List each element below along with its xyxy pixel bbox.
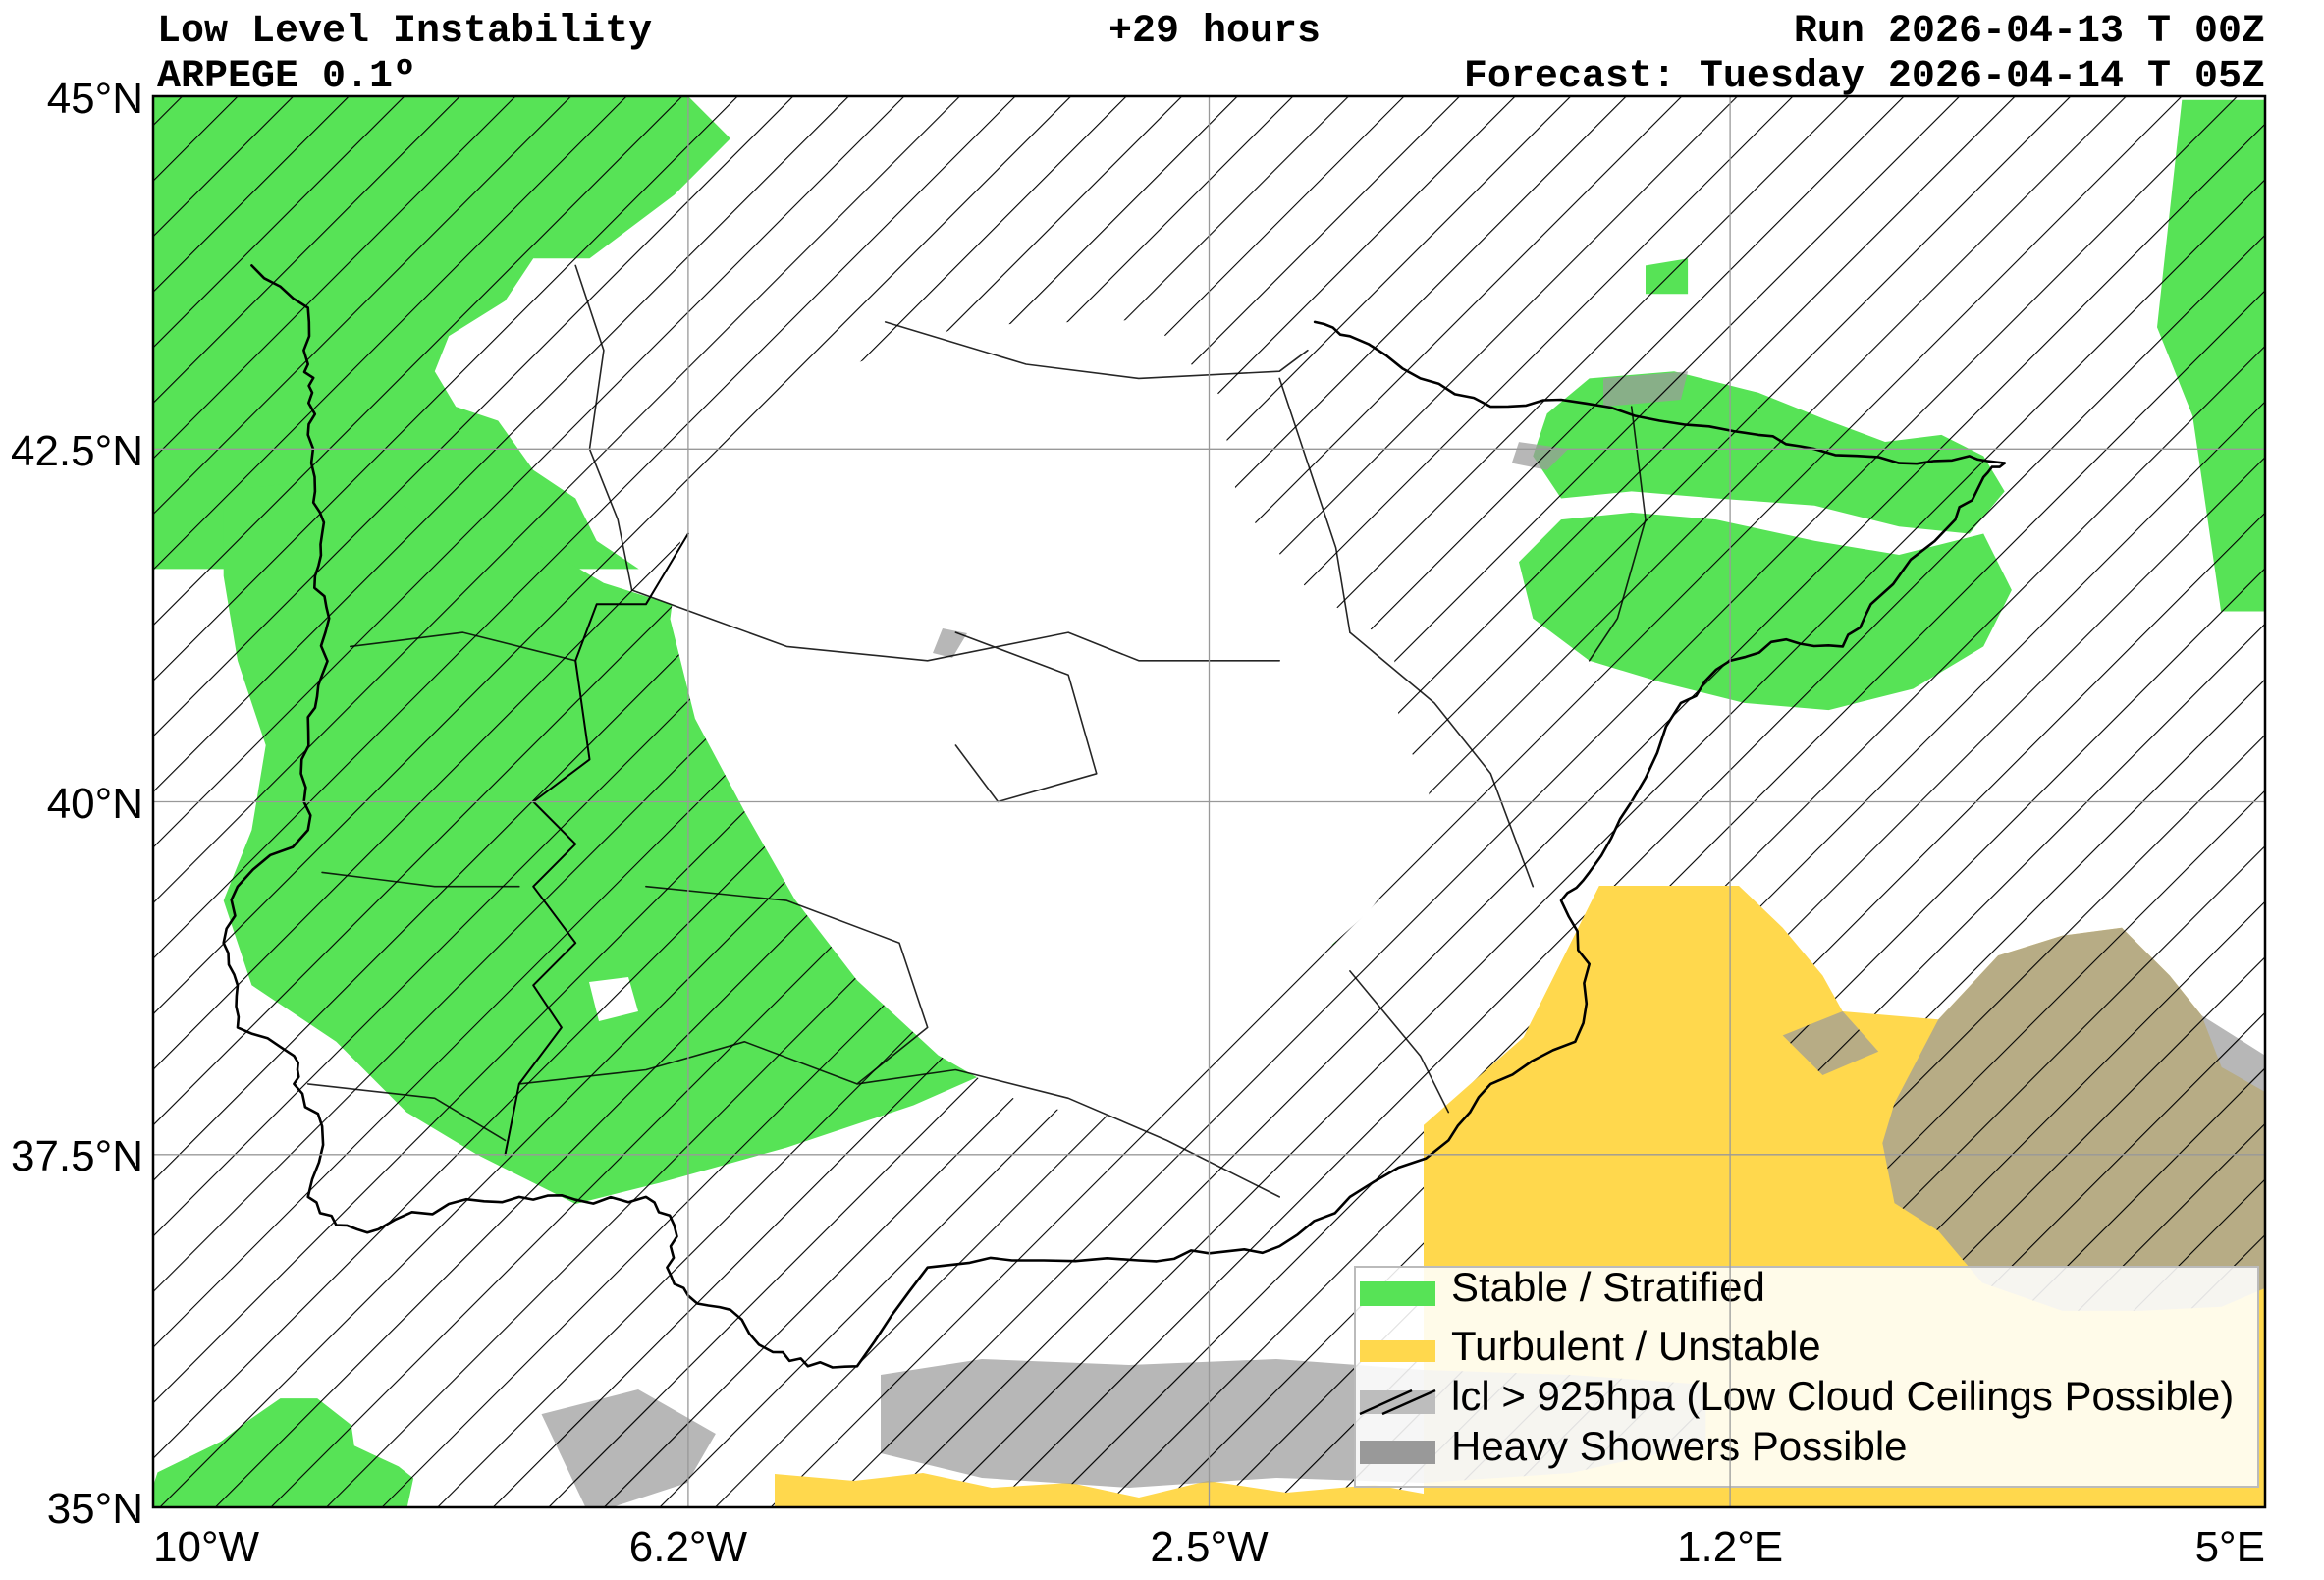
svg-text:40°N: 40°N bbox=[47, 780, 143, 828]
svg-text:2.5°W: 2.5°W bbox=[1150, 1523, 1269, 1571]
svg-text:Forecast: Tuesday 2026-04-14 T: Forecast: Tuesday 2026-04-14 T 05Z bbox=[1464, 55, 2265, 99]
svg-text:+29 hours: +29 hours bbox=[1108, 10, 1321, 54]
svg-text:1.2°E: 1.2°E bbox=[1677, 1523, 1783, 1571]
svg-text:42.5°N: 42.5°N bbox=[11, 427, 143, 475]
svg-text:37.5°N: 37.5°N bbox=[11, 1132, 143, 1180]
svg-text:lcl > 925hpa (Low Cloud Ceilin: lcl > 925hpa (Low Cloud Ceilings Possibl… bbox=[1451, 1373, 2234, 1419]
svg-text:6.2°W: 6.2°W bbox=[629, 1523, 748, 1571]
svg-text:Heavy Showers Possible: Heavy Showers Possible bbox=[1451, 1423, 1908, 1469]
svg-text:5°E: 5°E bbox=[2195, 1523, 2265, 1571]
svg-text:45°N: 45°N bbox=[47, 75, 143, 123]
svg-text:Stable / Stratified: Stable / Stratified bbox=[1451, 1264, 1765, 1310]
svg-text:35°N: 35°N bbox=[47, 1485, 143, 1533]
svg-text:Run 2026-04-13 T 00Z: Run 2026-04-13 T 00Z bbox=[1794, 10, 2265, 54]
svg-text:10°W: 10°W bbox=[153, 1523, 260, 1571]
svg-text:Low Level Instability: Low Level Instability bbox=[157, 10, 652, 54]
svg-text:ARPEGE 0.1º: ARPEGE 0.1º bbox=[157, 55, 416, 99]
svg-text:Turbulent / Unstable: Turbulent / Unstable bbox=[1451, 1323, 1821, 1369]
